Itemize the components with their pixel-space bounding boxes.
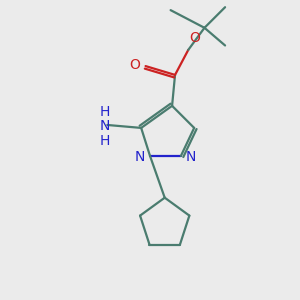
Text: O: O <box>190 32 201 46</box>
Text: H: H <box>99 105 110 119</box>
Text: N: N <box>99 119 110 134</box>
Text: H: H <box>99 134 110 148</box>
Text: N: N <box>185 150 196 164</box>
Text: N: N <box>134 150 145 164</box>
Text: O: O <box>129 58 140 72</box>
